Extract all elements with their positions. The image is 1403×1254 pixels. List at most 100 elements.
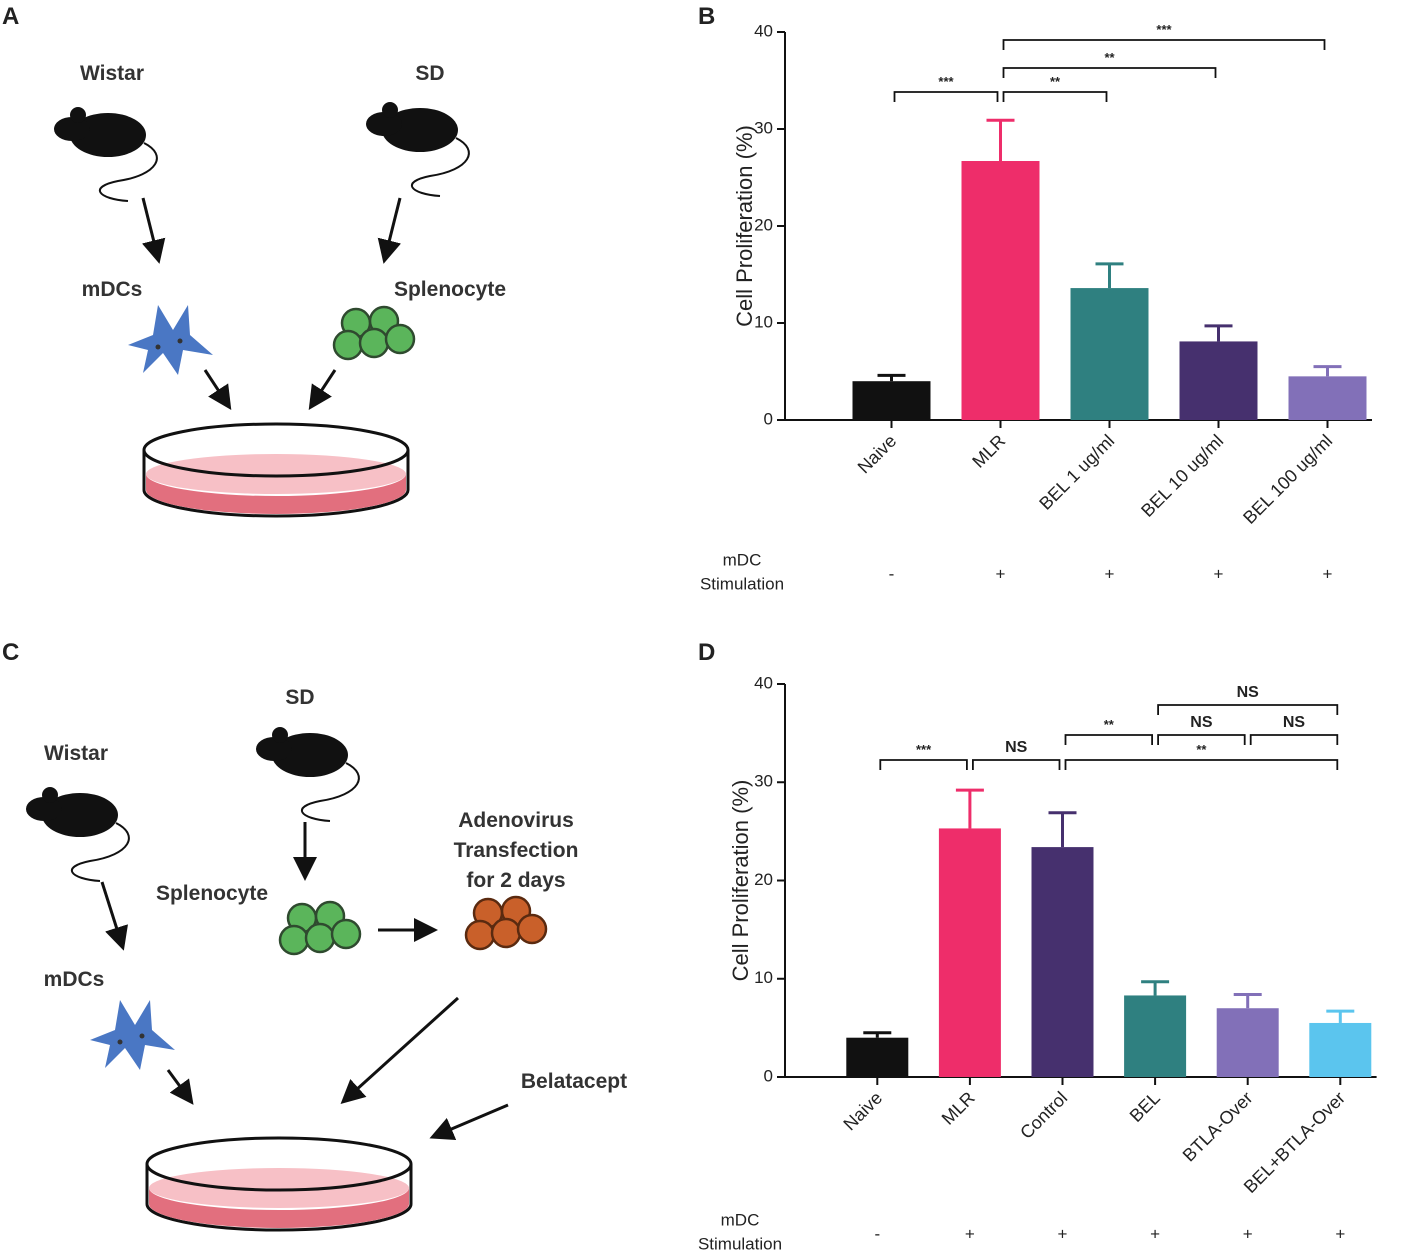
label: mDCs	[82, 278, 143, 301]
bar-chart: 0 10 20 30 40 Cell Proliferation (%) Naive - MLR…	[698, 673, 1377, 1253]
arrow	[429, 1103, 509, 1141]
stimulation-sign: -	[889, 564, 895, 583]
bar	[1179, 341, 1258, 420]
mouse	[365, 101, 470, 197]
significance-label: ***	[1156, 22, 1172, 37]
arrow	[203, 369, 232, 411]
x-tick-label: BEL 10 ug/ml	[1137, 431, 1227, 521]
bar	[1216, 1008, 1279, 1077]
y-tick-label: 10	[754, 312, 773, 331]
y-tick-label: 20	[754, 870, 773, 889]
significance-label: **	[1050, 74, 1061, 89]
y-tick-label: 40	[754, 673, 773, 692]
significance-bracket	[972, 759, 1061, 770]
stimulation-sign: -	[874, 1224, 880, 1243]
label: Adenovirus	[458, 809, 574, 832]
x-tick-label: BEL 100 ug/ml	[1239, 431, 1336, 528]
label: Belatacept	[521, 1070, 627, 1093]
label: SD	[415, 62, 444, 85]
significance-label: **	[1104, 717, 1115, 732]
significance-bracket	[1064, 734, 1153, 745]
row-label: Stimulation	[698, 1234, 782, 1253]
significance-bracket	[1002, 67, 1217, 78]
bar	[1309, 1022, 1372, 1077]
panel-label: C	[2, 639, 19, 666]
significance-bracket	[1002, 39, 1326, 50]
arrow	[377, 197, 402, 264]
y-tick-label: 0	[764, 409, 773, 428]
arrow	[308, 369, 337, 411]
y-axis-label: Cell Proliferation (%)	[732, 125, 757, 327]
label: for 2 days	[466, 869, 565, 892]
label: Wistar	[80, 62, 144, 85]
stimulation-sign: +	[996, 564, 1006, 583]
label: SD	[285, 686, 314, 709]
diagram-c: SD Wistar Splenocyte Adenovirus Transfec…	[25, 686, 627, 1232]
label: Splenocyte	[394, 278, 506, 301]
label: mDCs	[44, 968, 105, 991]
stimulation-sign: +	[1214, 564, 1224, 583]
panel-label: D	[698, 639, 715, 666]
panel-labels: A B C D	[2, 3, 715, 666]
mouse	[255, 726, 360, 822]
bar	[1031, 847, 1094, 1077]
panel-label: A	[2, 3, 19, 30]
x-tick-label: MLR	[968, 431, 1009, 472]
y-tick-label: 30	[754, 772, 773, 791]
stimulation-sign: +	[1150, 1224, 1160, 1243]
stimulation-sign: +	[1058, 1224, 1068, 1243]
x-tick-label: MLR	[938, 1088, 979, 1129]
x-tick-label: BEL	[1126, 1088, 1164, 1126]
x-tick-label: BTLA-Over	[1179, 1088, 1257, 1166]
dish	[142, 422, 410, 518]
label: Splenocyte	[156, 882, 268, 905]
y-tick-label: 40	[754, 21, 773, 40]
arrow	[340, 996, 460, 1105]
significance-label: ***	[938, 74, 954, 89]
stimulation-sign: +	[1323, 564, 1333, 583]
stimulation-sign: +	[1243, 1224, 1253, 1243]
dendritic-cell	[90, 1000, 175, 1070]
significance-label: **	[1196, 742, 1207, 757]
bar-chart: 0 10 20 30 40 Cell Proliferation (%) Naive - MLR…	[700, 21, 1372, 593]
arrow	[100, 881, 128, 951]
y-tick-label: 20	[754, 215, 773, 234]
x-tick-label: BEL+BTLA-Over	[1240, 1088, 1349, 1197]
label: Wistar	[44, 742, 108, 765]
significance-bracket	[1157, 734, 1246, 745]
significance-bracket	[1157, 704, 1339, 715]
y-axis-label: Cell Proliferation (%)	[728, 780, 753, 982]
transfected-cells	[464, 895, 548, 951]
bar	[1124, 995, 1187, 1077]
mouse	[25, 786, 130, 882]
panel-label: B	[698, 3, 715, 30]
arrow	[166, 1069, 194, 1105]
significance-label: ***	[916, 742, 932, 757]
significance-label: NS	[1237, 684, 1260, 701]
x-tick-label: Naive	[854, 431, 901, 478]
significance-bracket	[1064, 759, 1339, 770]
mouse	[53, 106, 158, 202]
bar	[1070, 288, 1149, 420]
y-tick-label: 0	[764, 1066, 773, 1085]
splenocytes	[332, 305, 416, 361]
significance-bracket	[879, 759, 968, 770]
significance-label: NS	[1190, 714, 1213, 731]
splenocytes	[278, 900, 362, 956]
bar	[961, 161, 1040, 420]
row-label: Stimulation	[700, 574, 784, 593]
significance-bracket	[1249, 734, 1339, 745]
significance-bracket	[893, 91, 999, 102]
label: Transfection	[454, 839, 579, 862]
bar	[846, 1037, 909, 1077]
y-tick-label: 30	[754, 118, 773, 137]
bar	[852, 381, 931, 420]
bar	[938, 828, 1001, 1077]
diagram-a: Wistar SD mDCs Splenocyte	[53, 62, 506, 518]
significance-bracket	[1002, 91, 1108, 102]
stimulation-sign: +	[1105, 564, 1115, 583]
dish	[145, 1136, 413, 1232]
significance-label: NS	[1005, 739, 1028, 756]
x-tick-label: Naive	[839, 1088, 886, 1135]
